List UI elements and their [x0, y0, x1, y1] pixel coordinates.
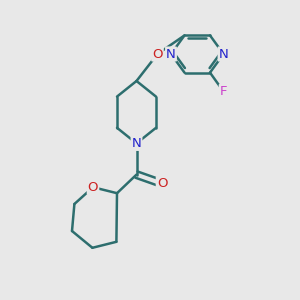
Text: O: O	[152, 47, 163, 61]
Text: O: O	[88, 181, 98, 194]
Text: N: N	[132, 137, 141, 150]
Text: N: N	[166, 47, 176, 61]
Text: F: F	[220, 85, 227, 98]
Text: N: N	[219, 47, 228, 61]
Text: O: O	[157, 177, 167, 190]
